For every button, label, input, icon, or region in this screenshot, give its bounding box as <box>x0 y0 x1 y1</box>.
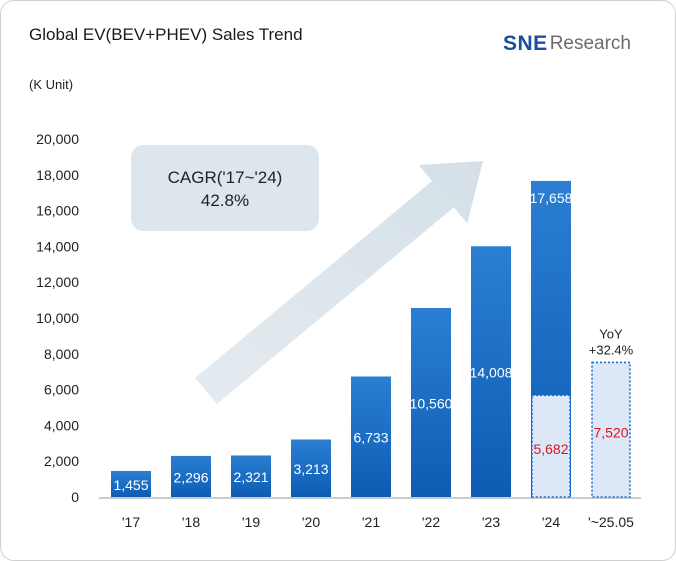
y-tick-label: 8,000 <box>44 346 79 362</box>
logo-suffix: Research <box>549 33 632 54</box>
x-tick-label: '19 <box>242 514 260 530</box>
bar-value-label: 2,321 <box>233 469 268 485</box>
logo-prefix: SNE <box>503 32 548 55</box>
x-tick-label: '18 <box>182 514 200 530</box>
partial-bar <box>531 394 571 498</box>
bar-value-label: 17,658 <box>530 190 573 206</box>
bar <box>471 246 511 497</box>
chart-title: Global EV(BEV+PHEV) Sales Trend <box>29 25 303 44</box>
bar <box>111 470 151 497</box>
y-tick-label: 10,000 <box>36 310 79 326</box>
partial-value-label: 7,520 <box>593 425 628 441</box>
y-tick-label: 0 <box>71 489 79 505</box>
y-tick-label: 20,000 <box>36 131 79 147</box>
y-tick-label: 4,000 <box>44 417 79 433</box>
growth-arrow <box>195 161 483 405</box>
bar-value-label: 6,733 <box>353 430 388 446</box>
bar <box>351 376 391 497</box>
cagr-box <box>131 145 319 231</box>
x-tick-label: '22 <box>422 514 440 530</box>
x-tick-label: '21 <box>362 514 380 530</box>
unit-label: (K Unit) <box>29 77 74 92</box>
y-tick-label: 18,000 <box>36 167 79 183</box>
bar-value-label: 2,296 <box>173 469 208 485</box>
x-tick-label: '~25.05 <box>588 514 634 530</box>
bar-value-label: 14,008 <box>470 365 513 381</box>
y-tick-label: 12,000 <box>36 274 79 290</box>
bar <box>291 439 331 497</box>
y-tick-label: 16,000 <box>36 203 79 219</box>
bar-value-label: 10,560 <box>410 395 453 411</box>
x-tick-label: '20 <box>302 514 320 530</box>
x-tick-label: '23 <box>482 514 500 530</box>
y-tick-label: 6,000 <box>44 382 79 398</box>
bar <box>171 455 211 497</box>
bar-value-label: 3,213 <box>293 461 328 477</box>
cagr-title: CAGR('17~'24) <box>168 168 283 187</box>
bar <box>231 455 271 497</box>
y-tick-label: 2,000 <box>44 453 79 469</box>
yoy-value: +32.4% <box>589 342 634 357</box>
partial-bar <box>591 361 631 498</box>
y-tick-label: 14,000 <box>36 238 79 254</box>
bar <box>411 307 451 497</box>
x-tick-label: '17 <box>122 514 140 530</box>
cagr-value: 42.8% <box>201 191 249 210</box>
x-tick-label: '24 <box>542 514 560 530</box>
bar-value-label: 1,455 <box>113 477 148 493</box>
sne-research-logo: SNE Research <box>503 31 631 57</box>
partial-value-label: 5,682 <box>533 441 568 457</box>
yoy-title: YoY <box>599 326 623 341</box>
